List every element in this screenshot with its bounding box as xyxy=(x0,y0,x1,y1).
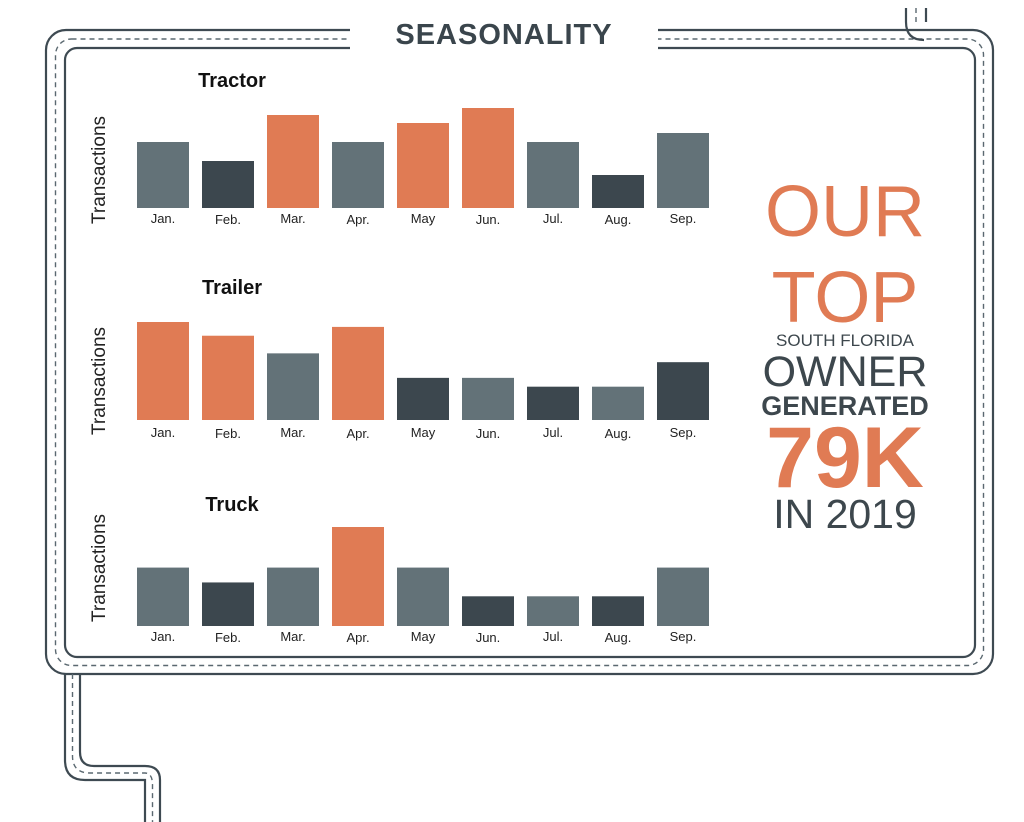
truck-bar-6 xyxy=(527,596,579,626)
trailer-tick-label-1: Feb. xyxy=(215,426,241,441)
trailer-bar-1 xyxy=(202,335,254,420)
tractor-tick-label-1: Feb. xyxy=(215,212,241,227)
tractor-tick-label-4: May xyxy=(411,211,436,226)
tractor-bar-0 xyxy=(137,142,189,208)
trailer-chart: Trailer Transactions Jan. Feb. Mar. Apr. May… xyxy=(89,277,709,441)
truck-chart: Truck Transactions Jan. Feb. Mar. Apr. May Ju… xyxy=(89,494,709,645)
tractor-bar-1 xyxy=(202,161,254,208)
tractor-y-axis-label: Transactions xyxy=(89,116,110,224)
truck-bar-8 xyxy=(657,567,709,626)
trailer-tick-label-0: Jan. xyxy=(151,425,176,440)
trailer-bar-8 xyxy=(657,362,709,420)
callout-79k: 79K xyxy=(766,410,924,506)
tractor-bar-2 xyxy=(267,115,319,208)
callout-owner: OWNER xyxy=(763,348,928,396)
trailer-bar-6 xyxy=(527,386,579,420)
trailer-bar-7 xyxy=(592,386,644,420)
trailer-bar-2 xyxy=(267,353,319,420)
page-title: SEASONALITY xyxy=(395,19,612,51)
callout-top: TOP xyxy=(772,258,919,338)
trailer-tick-label-6: Jul. xyxy=(543,425,563,440)
stat-callout: OUR TOP SOUTH FLORIDA OWNER GENERATED 79… xyxy=(761,172,929,537)
trailer-tick-label-7: Aug. xyxy=(605,426,632,441)
trailer-tick-label-5: Jun. xyxy=(476,426,501,441)
truck-bar-0 xyxy=(137,567,189,626)
tractor-tick-label-0: Jan. xyxy=(151,211,176,226)
trailer-tick-label-4: May xyxy=(411,425,436,440)
truck-tick-label-3: Apr. xyxy=(346,630,369,645)
callout-generated: GENERATED xyxy=(761,391,929,421)
truck-bar-4 xyxy=(397,567,449,626)
truck-bar-2 xyxy=(267,567,319,626)
trailer-tick-label-2: Mar. xyxy=(280,425,305,440)
trailer-bar-0 xyxy=(137,322,189,420)
truck-bar-1 xyxy=(202,582,254,626)
tractor-tick-label-6: Jul. xyxy=(543,211,563,226)
truck-tick-label-6: Jul. xyxy=(543,629,563,644)
tractor-tick-label-2: Mar. xyxy=(280,211,305,226)
callout-our: OUR xyxy=(765,172,925,252)
callout-year: IN 2019 xyxy=(773,491,917,537)
truck-tick-label-0: Jan. xyxy=(151,629,176,644)
truck-tick-label-1: Feb. xyxy=(215,630,241,645)
title-background xyxy=(350,14,658,54)
tractor-bar-3 xyxy=(332,142,384,208)
trailer-y-axis-label: Transactions xyxy=(89,327,110,435)
tractor-bar-5 xyxy=(462,108,514,208)
trailer-bar-4 xyxy=(397,377,449,420)
tractor-tick-label-7: Aug. xyxy=(605,212,632,227)
tractor-bar-8 xyxy=(657,133,709,208)
trailer-bar-3 xyxy=(332,326,384,420)
trailer-bar-5 xyxy=(462,377,514,420)
tractor-bar-6 xyxy=(527,142,579,208)
tractor-chart: Tractor Transactions Jan. Feb. Mar. Apr. May… xyxy=(89,70,709,227)
truck-y-axis-label: Transactions xyxy=(89,514,110,622)
truck-tick-label-7: Aug. xyxy=(605,630,632,645)
tractor-bar-7 xyxy=(592,175,644,208)
truck-bar-3 xyxy=(332,527,384,626)
truck-tick-label-8: Sep. xyxy=(670,629,697,644)
tractor-tick-label-8: Sep. xyxy=(670,211,697,226)
truck-chart-title: Truck xyxy=(205,494,259,516)
tractor-bar-4 xyxy=(397,123,449,208)
truck-bar-7 xyxy=(592,596,644,626)
trailer-tick-label-3: Apr. xyxy=(346,426,369,441)
trailer-chart-title: Trailer xyxy=(202,277,262,299)
trailer-tick-label-8: Sep. xyxy=(670,425,697,440)
tractor-chart-title: Tractor xyxy=(198,70,266,92)
truck-tick-label-5: Jun. xyxy=(476,630,501,645)
tractor-tick-label-5: Jun. xyxy=(476,212,501,227)
tractor-tick-label-3: Apr. xyxy=(346,212,369,227)
truck-tick-label-2: Mar. xyxy=(280,629,305,644)
truck-bar-5 xyxy=(462,596,514,626)
callout-south-florida: SOUTH FLORIDA xyxy=(776,331,915,350)
truck-tick-label-4: May xyxy=(411,629,436,644)
